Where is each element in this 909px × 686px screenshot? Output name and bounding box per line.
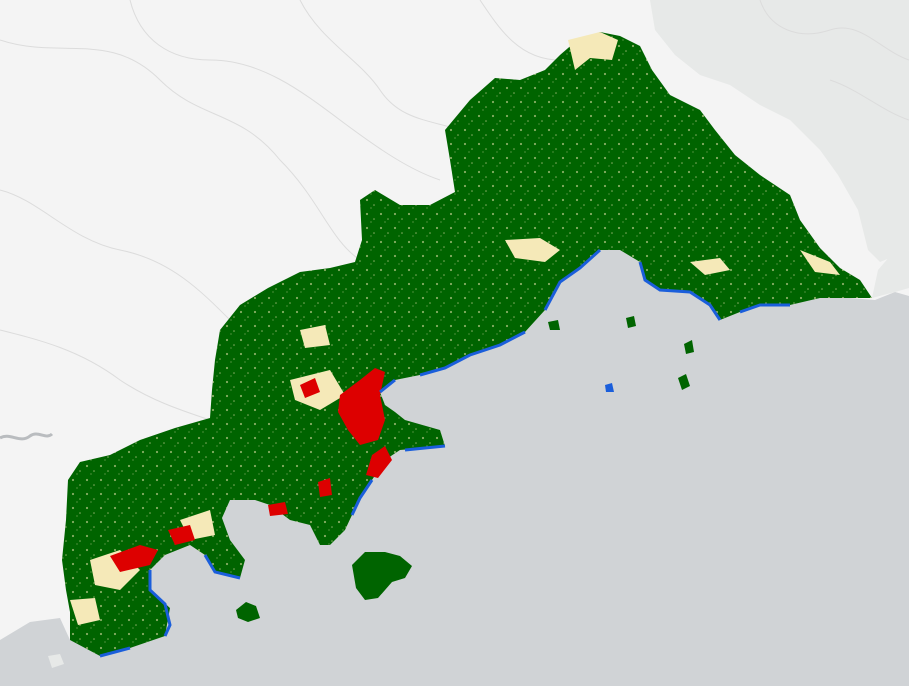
island-small-3	[605, 383, 614, 392]
boundary-lines	[0, 0, 909, 421]
island-small-6	[548, 320, 560, 330]
island-small-4	[684, 340, 694, 354]
urban-areas	[110, 368, 392, 572]
island-small-2	[678, 374, 690, 390]
islands	[48, 316, 694, 668]
island-small-5	[626, 316, 636, 328]
rivers	[0, 432, 54, 441]
island-large	[352, 552, 412, 600]
neighbor-region	[650, 0, 909, 262]
sea	[0, 250, 909, 686]
eastern-coast-land	[872, 250, 909, 298]
island-small-1	[236, 602, 260, 622]
island-small-7	[48, 654, 64, 668]
coastline-water	[99, 248, 790, 658]
grassland-texture	[62, 32, 872, 656]
